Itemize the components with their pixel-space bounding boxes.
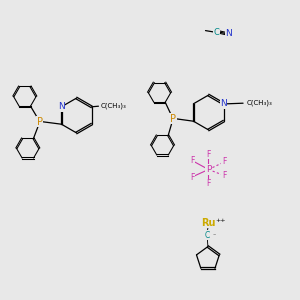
Text: C(CH₃)₃: C(CH₃)₃ (247, 100, 272, 106)
Text: F: F (190, 156, 194, 165)
Text: C: C (214, 28, 220, 37)
Text: N: N (58, 102, 65, 111)
Text: P: P (170, 114, 176, 124)
Text: ++: ++ (215, 218, 226, 223)
Text: F: F (190, 172, 194, 182)
Text: P: P (37, 117, 43, 127)
Text: C: C (205, 231, 210, 240)
Text: N: N (225, 29, 232, 38)
Text: Ru: Ru (201, 218, 215, 228)
Text: F: F (222, 171, 226, 180)
Text: P: P (206, 165, 211, 174)
Text: F: F (206, 150, 211, 159)
Text: C(CH₃)₃: C(CH₃)₃ (100, 103, 126, 110)
Text: ⁻: ⁻ (212, 234, 215, 239)
Text: N: N (220, 99, 227, 108)
Text: F: F (206, 179, 211, 188)
Text: F: F (222, 158, 226, 166)
